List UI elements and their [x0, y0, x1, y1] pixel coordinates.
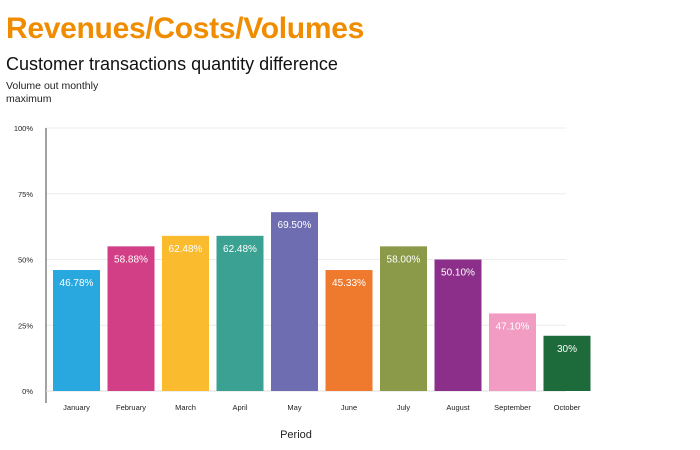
bar [325, 270, 373, 391]
bar-value-label: 69.50% [278, 220, 312, 231]
y-tick-label: 50% [18, 256, 33, 265]
bar-value-label: 50.10% [441, 268, 475, 279]
x-tick-label: April [232, 403, 247, 412]
bar [162, 235, 209, 391]
bar [434, 259, 482, 391]
y-tick-label: 75% [18, 190, 33, 199]
x-tick-label: February [116, 403, 146, 412]
page-title: Revenues/Costs/Volumes [6, 12, 364, 45]
y-tick-label: 0% [22, 387, 33, 396]
bar-value-label: 30% [557, 344, 577, 355]
x-tick-label: October [554, 403, 581, 412]
bar-value-label: 46.78% [60, 278, 94, 289]
bar [53, 270, 100, 391]
bar-value-label: 58.00% [387, 254, 421, 265]
y-tick-label: 100% [14, 124, 34, 133]
y-axis-label: Volume out monthly maximum [6, 80, 99, 105]
bar [489, 313, 536, 391]
chart-subtitle: Customer transactions quantity differenc… [6, 54, 338, 74]
bar-value-label: 62.48% [169, 244, 203, 255]
bar-value-label: 47.10% [496, 321, 530, 332]
bar-value-label: 58.88% [114, 254, 148, 265]
y-tick-label: 25% [18, 321, 33, 330]
bar-value-label: 45.33% [332, 278, 366, 289]
bar [271, 212, 318, 391]
x-tick-label: June [341, 403, 357, 412]
bar [107, 246, 155, 391]
x-tick-label: March [175, 403, 196, 412]
bar [380, 246, 427, 391]
x-tick-label: January [63, 403, 90, 412]
x-tick-label: May [287, 403, 301, 412]
x-axis-label: Period [280, 429, 312, 441]
x-tick-label: July [397, 403, 411, 412]
x-tick-label: August [446, 403, 470, 412]
bar-value-label: 62.48% [223, 244, 257, 255]
bar [216, 235, 264, 391]
bar [543, 335, 591, 391]
x-tick-label: September [494, 403, 531, 412]
